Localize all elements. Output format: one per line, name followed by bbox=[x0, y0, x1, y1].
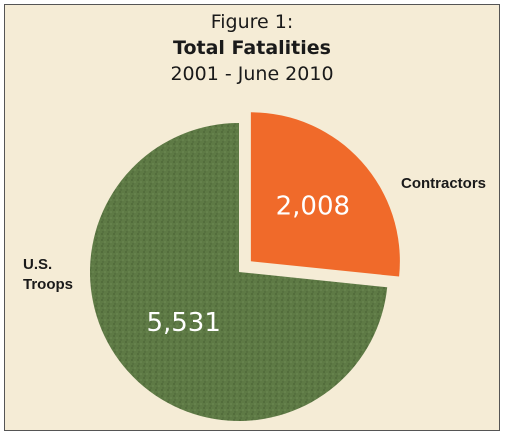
figure-panel: Figure 1: Total Fatalities 2001 - June 2… bbox=[4, 4, 500, 431]
chart-subtitle: 2001 - June 2010 bbox=[170, 63, 334, 85]
pie-slice-contractors bbox=[250, 112, 400, 277]
pie-slice-us-troops bbox=[90, 123, 388, 422]
chart-title: Total Fatalities bbox=[173, 37, 331, 59]
slice-value-us-troops: 5,531 bbox=[146, 308, 220, 338]
slice-value-contractors: 2,008 bbox=[276, 191, 350, 221]
figure-number: Figure 1: bbox=[210, 11, 294, 33]
slice-label-us: U.S. bbox=[23, 256, 52, 273]
slice-label-troops: Troops bbox=[23, 276, 73, 293]
pie-chart: Contractors U.S. Troops 2,008 5,531 bbox=[23, 112, 486, 422]
slice-label-contractors: Contractors bbox=[401, 175, 486, 192]
